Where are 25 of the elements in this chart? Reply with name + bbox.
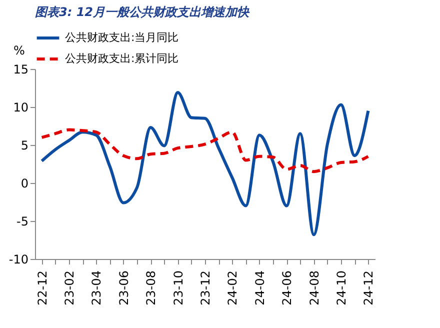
line-series xyxy=(40,91,370,236)
legend-label: 公共财政支出:累计同比 xyxy=(65,52,179,65)
x-tick-label: 23-12 xyxy=(198,270,212,306)
legend-label: 公共财政支出:当月同比 xyxy=(65,31,179,44)
x-tick-label: 24-12 xyxy=(362,270,376,306)
y-tick-label: 0 xyxy=(20,176,28,190)
x-tick-label: 24-02 xyxy=(226,270,240,306)
x-tick-label: 23-06 xyxy=(116,270,131,306)
y-tick-label: -5 xyxy=(16,214,28,228)
y-tick-label: 10 xyxy=(13,100,28,114)
x-tick-label: 23-04 xyxy=(90,270,104,306)
x-tick-label: 24-10 xyxy=(334,270,348,306)
y-tick-label: 5 xyxy=(20,138,28,152)
y-tick-label: 15 xyxy=(13,62,28,76)
x-tick-label: 24-08 xyxy=(307,270,322,306)
y-tick-label: -10 xyxy=(8,252,28,266)
x-tick-label: 23-02 xyxy=(62,270,76,306)
x-tick-label: 24-04 xyxy=(252,270,267,306)
x-tick-label: 23-08 xyxy=(144,270,158,306)
x-tick-label: 23-10 xyxy=(171,270,186,306)
line-series xyxy=(40,128,370,174)
chart-title: 图表3: 12月一般公共财政支出增速加快 xyxy=(35,5,250,19)
y-axis-title: % xyxy=(14,44,25,58)
x-tick-label: 22-12 xyxy=(35,270,50,306)
x-tick-label: 24-06 xyxy=(280,270,294,306)
